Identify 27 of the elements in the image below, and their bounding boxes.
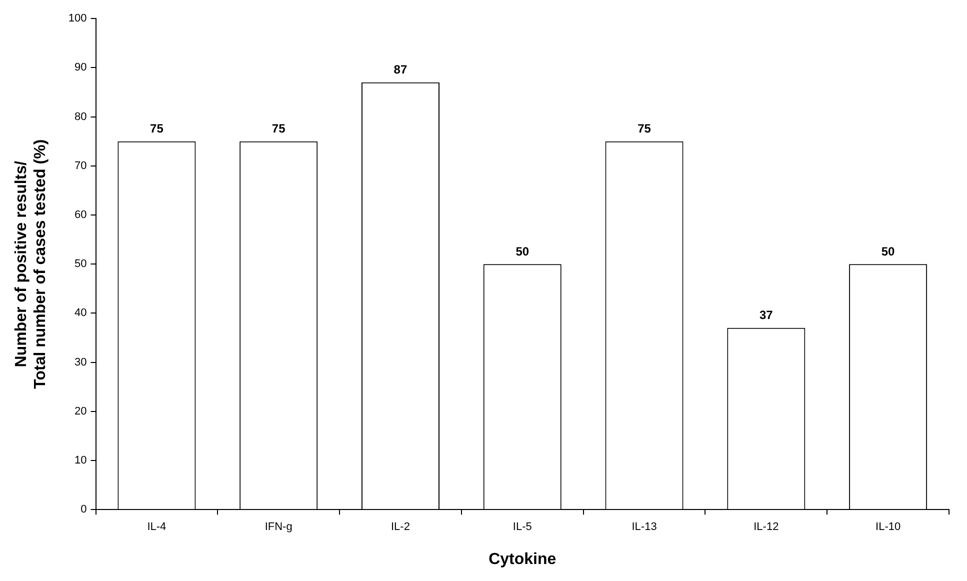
- y-tick-label: 60: [74, 209, 87, 222]
- data-label: 75: [638, 122, 652, 136]
- x-tick-label: IL-2: [391, 521, 410, 534]
- x-tick-label: IL-13: [632, 521, 657, 534]
- y-tick-label: 80: [74, 110, 87, 123]
- data-label: 75: [150, 122, 164, 136]
- data-label: 37: [759, 308, 774, 322]
- y-tick-label: 30: [74, 356, 87, 368]
- x-axis-title: Cytokine: [488, 550, 556, 568]
- y-tick-label: 70: [74, 160, 87, 172]
- data-label: 75: [272, 122, 286, 136]
- data-label: 50: [881, 244, 896, 258]
- y-tick-label: 20: [74, 405, 87, 418]
- data-label: 87: [394, 62, 408, 77]
- y-tick-label: 100: [68, 12, 87, 25]
- x-tick-label: IL-10: [876, 521, 901, 534]
- x-tick-label: IFN-g: [264, 521, 292, 534]
- x-tick-label: IL-12: [754, 521, 779, 534]
- y-axis-title: Number of positive results/ Total number of cases tested (%): [13, 139, 50, 389]
- y-tick-label: 50: [74, 258, 87, 270]
- y-tick-label: 90: [74, 62, 87, 74]
- y-tick-label: 0: [80, 504, 87, 516]
- y-tick-label: 10: [74, 454, 87, 467]
- data-label: 50: [516, 244, 530, 258]
- x-tick-label: IL-4: [147, 521, 166, 534]
- y-tick-label: 40: [74, 307, 87, 320]
- x-tick-label: IL-5: [512, 521, 532, 534]
